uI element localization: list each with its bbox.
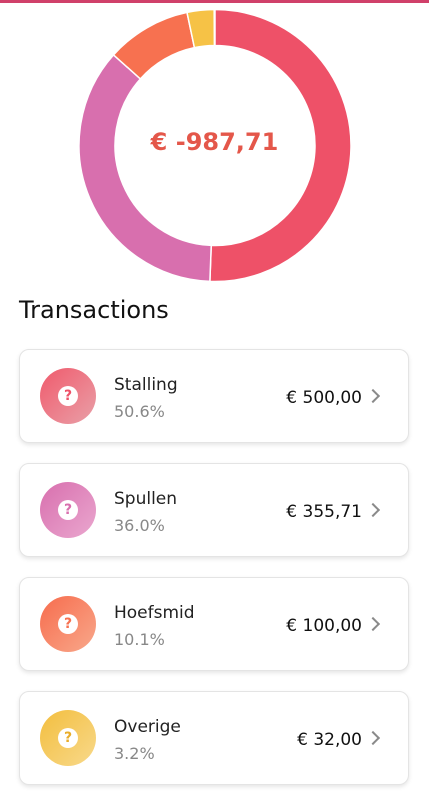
transaction-card-overige[interactable]: ? Overige 3.2% € 32,00	[19, 691, 409, 785]
category-icon-overige: ?	[40, 710, 96, 766]
question-icon: ?	[58, 500, 78, 520]
question-icon: ?	[58, 614, 78, 634]
transaction-amount: € 32,00	[297, 730, 362, 750]
chevron-right-icon	[365, 616, 381, 632]
transaction-name: Spullen	[114, 489, 178, 509]
transaction-card-spullen[interactable]: ? Spullen 36.0% € 355,71	[19, 463, 409, 557]
transaction-percent: 3.2%	[114, 744, 155, 763]
transaction-percent: 50.6%	[114, 402, 165, 421]
transaction-card-hoefsmid[interactable]: ? Hoefsmid 10.1% € 100,00	[19, 577, 409, 671]
transaction-amount: € 500,00	[286, 388, 362, 408]
total-amount: € -987,71	[150, 128, 279, 156]
transaction-percent: 10.1%	[114, 630, 165, 649]
transaction-name: Hoefsmid	[114, 603, 195, 623]
spending-donut-chart: € -987,71	[0, 0, 429, 290]
category-icon-spullen: ?	[40, 482, 96, 538]
transaction-card-stalling[interactable]: ? Stalling 50.6% € 500,00	[19, 349, 409, 443]
donut-segment-overige	[186, 8, 216, 49]
category-icon-hoefsmid: ?	[40, 596, 96, 652]
donut-segment-stalling	[209, 8, 351, 283]
donut-segment-spullen	[79, 53, 213, 283]
donut-svg	[79, 8, 351, 283]
transaction-name: Stalling	[114, 375, 178, 395]
chevron-right-icon	[365, 502, 381, 518]
transaction-amount: € 355,71	[286, 502, 362, 522]
chevron-right-icon	[365, 730, 381, 746]
question-icon: ?	[58, 386, 78, 406]
category-icon-stalling: ?	[40, 368, 96, 424]
transaction-name: Overige	[114, 717, 181, 737]
transaction-percent: 36.0%	[114, 516, 165, 535]
section-title: Transactions	[19, 296, 169, 324]
chevron-right-icon	[365, 388, 381, 404]
transaction-amount: € 100,00	[286, 616, 362, 636]
question-icon: ?	[58, 728, 78, 748]
top-accent-bar	[0, 0, 429, 3]
